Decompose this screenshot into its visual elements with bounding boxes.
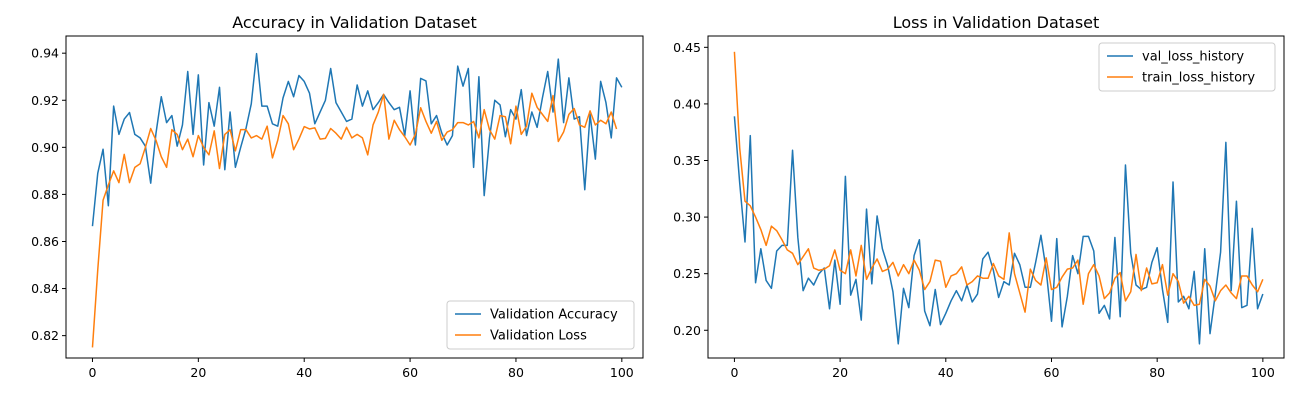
x-tick-label: 100 [610, 365, 634, 380]
legend-label: train_loss_history [1142, 71, 1255, 86]
x-tick-label: 80 [1149, 365, 1165, 380]
legend-label: Validation Loss [490, 329, 587, 344]
y-tick-label: 0.45 [673, 40, 701, 55]
loss-chart: Loss in Validation Dataset 0 20 40 60 80 100 0.… [673, 13, 1285, 380]
x-tick-label: 20 [190, 365, 206, 380]
x-tick-label: 20 [832, 365, 848, 380]
chart-title: Accuracy in Validation Dataset [232, 13, 477, 32]
x-tick-label: 100 [1251, 365, 1275, 380]
y-tick-label: 0.92 [31, 93, 59, 108]
y-tick-label: 0.88 [31, 187, 59, 202]
legend: val_loss_history train_loss_history [1098, 42, 1276, 92]
series-line-train-loss-history [733, 51, 1264, 313]
x-tick-label: 40 [938, 365, 954, 380]
y-tick-label: 0.25 [673, 266, 701, 281]
legend-label: val_loss_history [1142, 50, 1244, 65]
legend-box [1098, 42, 1276, 92]
x-tick-label: 60 [1044, 365, 1060, 380]
accuracy-chart: Accuracy in Validation Dataset 0 20 40 60 80 1… [31, 13, 644, 380]
series-line-validation-accuracy [91, 52, 623, 227]
y-tick-label: 0.94 [31, 46, 59, 61]
legend: Validation Accuracy Validation Loss [446, 300, 635, 350]
legend-box [446, 300, 635, 350]
x-tick-label: 60 [402, 365, 418, 380]
x-tick-label: 40 [296, 365, 312, 380]
y-tick-label: 0.90 [31, 140, 59, 155]
x-tick-label: 80 [508, 365, 524, 380]
y-tick-label: 0.30 [673, 210, 701, 225]
y-tick-label: 0.35 [673, 153, 701, 168]
series-line-validation-loss [91, 92, 618, 348]
y-tick-label: 0.40 [673, 96, 701, 111]
y-tick-label: 0.82 [31, 328, 59, 343]
y-tick-label: 0.86 [31, 234, 59, 249]
legend-label: Validation Accuracy [490, 308, 618, 323]
y-tick-label: 0.20 [673, 323, 701, 338]
x-tick-label: 0 [88, 365, 96, 380]
y-tick-label: 0.84 [31, 281, 59, 296]
chart-title: Loss in Validation Dataset [893, 13, 1100, 32]
x-tick-label: 0 [730, 365, 738, 380]
